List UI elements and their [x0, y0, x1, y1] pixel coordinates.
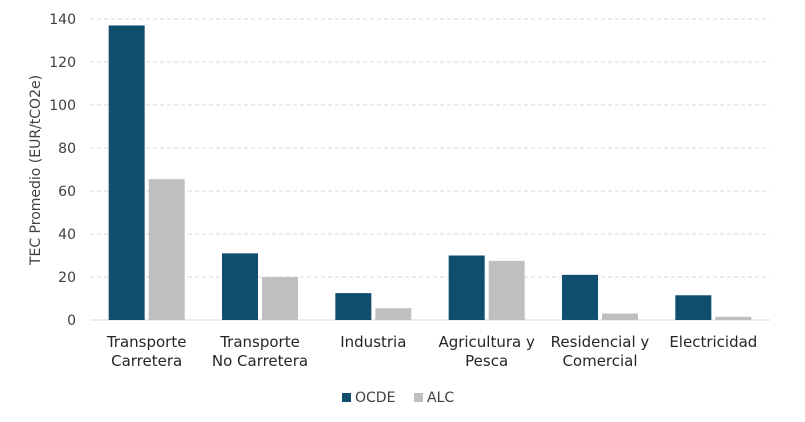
bar [148, 179, 185, 320]
x-tick-label: Residencial y [551, 333, 650, 351]
y-tick-label: 60 [58, 184, 76, 200]
y-tick-label: 40 [58, 227, 76, 243]
x-tick-label: Carretera [111, 352, 182, 370]
legend-label: ALC [427, 390, 454, 406]
legend-label: OCDE [355, 390, 395, 406]
x-tick-label: Electricidad [669, 333, 757, 351]
y-tick-label: 20 [58, 270, 76, 286]
y-tick-label: 100 [49, 98, 76, 114]
bar [335, 293, 372, 320]
x-tick-label: No Carretera [212, 352, 308, 370]
bar [108, 25, 145, 320]
legend-swatch [342, 393, 351, 402]
y-tick-label: 0 [67, 313, 76, 329]
bar [262, 277, 298, 320]
x-tick-label: Transporte [219, 333, 300, 351]
x-tick-label: Agricultura y [438, 333, 535, 351]
x-tick-label: Comercial [562, 352, 637, 370]
x-tick-label: Industria [340, 333, 406, 351]
bar [602, 313, 638, 320]
y-tick-label: 140 [49, 12, 76, 28]
bar [488, 260, 525, 320]
y-tick-label: 120 [49, 55, 76, 71]
bar [222, 253, 258, 320]
y-axis-title: TEC Promedio (EUR/tCO2e) [28, 75, 44, 266]
y-tick-label: 80 [58, 141, 76, 157]
x-tick-label: Pesca [465, 352, 508, 370]
bar [715, 316, 752, 320]
legend-swatch [414, 393, 423, 402]
bar [562, 274, 598, 320]
x-tick-label: Transporte [106, 333, 187, 351]
bar [448, 255, 485, 320]
bar [375, 308, 412, 320]
bar [675, 295, 712, 320]
